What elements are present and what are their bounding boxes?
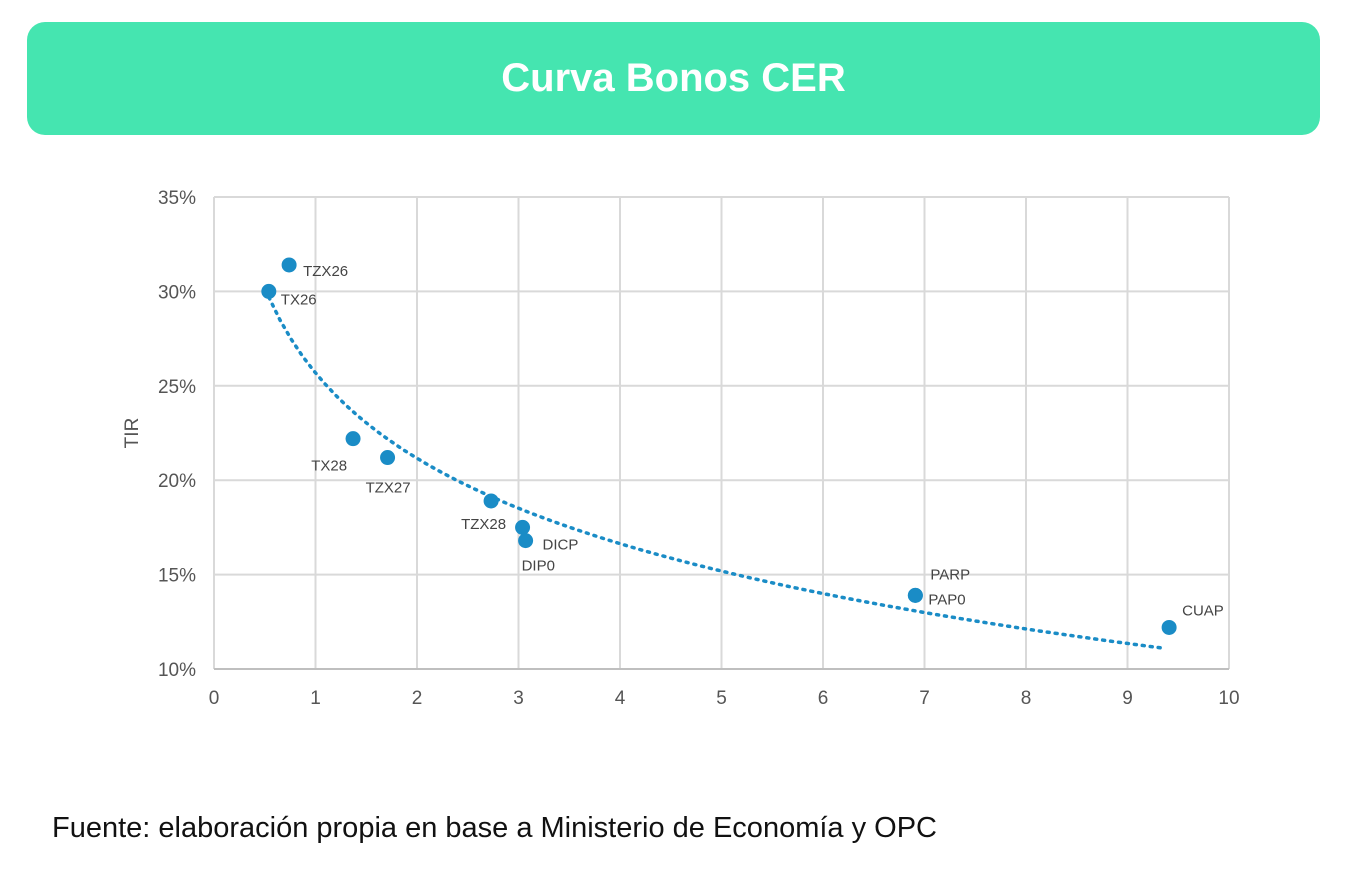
- x-tick-label: 2: [412, 688, 423, 709]
- x-tick-label: 6: [818, 688, 829, 709]
- trendline: [267, 295, 1165, 650]
- data-point: [483, 493, 499, 509]
- y-tick-label: 35%: [158, 188, 196, 209]
- y-tick-label: 30%: [158, 282, 196, 303]
- x-tick-label: 1: [310, 688, 321, 709]
- data-point: [515, 519, 531, 535]
- title-banner: Curva Bonos CER: [27, 22, 1320, 135]
- y-tick-label: 20%: [158, 471, 196, 492]
- data-label: TX28: [311, 458, 347, 475]
- y-tick-label: 25%: [158, 377, 196, 398]
- data-point: [907, 587, 923, 603]
- data-label: TZX26: [303, 263, 348, 280]
- data-label: CUAP: [1182, 602, 1224, 619]
- x-tick-label: 10: [1218, 688, 1239, 709]
- x-tick-label: 5: [716, 688, 727, 709]
- data-label: DIP0: [522, 558, 555, 575]
- x-tick-label: 8: [1021, 688, 1032, 709]
- data-point: [380, 450, 396, 466]
- data-label: DICP: [543, 536, 579, 553]
- data-label: TZX28: [461, 516, 506, 533]
- data-label: PARP: [930, 566, 970, 583]
- data-point: [261, 283, 277, 299]
- data-point: [345, 431, 361, 447]
- x-tick-label: 4: [615, 688, 626, 709]
- data-label: PAP0: [928, 591, 965, 608]
- chart-title: Curva Bonos CER: [501, 56, 846, 100]
- data-point: [1161, 619, 1177, 635]
- x-tick-label: 0: [209, 688, 220, 709]
- x-tick-label: 7: [919, 688, 930, 709]
- data-point: [518, 533, 534, 549]
- x-tick-label: 9: [1122, 688, 1133, 709]
- data-label: TX26: [281, 291, 317, 308]
- y-tick-label: 15%: [158, 566, 196, 587]
- data-point: [281, 257, 297, 273]
- y-tick-label: 10%: [158, 660, 196, 681]
- source-note: Fuente: elaboración propia en base a Min…: [52, 812, 937, 844]
- y-axis-label: TIR: [122, 418, 143, 449]
- data-label: TZX27: [366, 480, 411, 497]
- x-tick-label: 3: [513, 688, 524, 709]
